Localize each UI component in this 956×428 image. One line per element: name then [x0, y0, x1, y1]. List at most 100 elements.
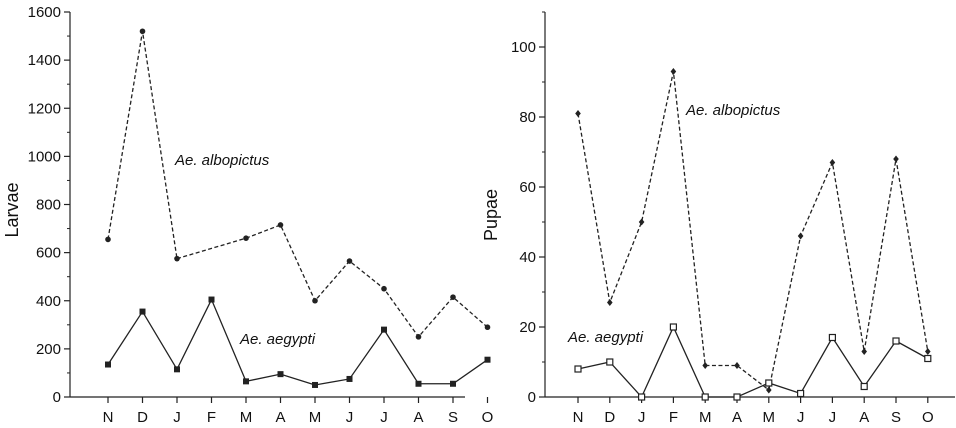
y-tick-label: 20: [519, 319, 536, 336]
albopictus-point: [829, 159, 836, 166]
albopictus-series-line: [176, 237, 247, 260]
aegypti-series-label: Ae. aegypti: [239, 331, 316, 348]
aegypti-point: [574, 365, 582, 373]
albopictus-point: [893, 155, 899, 163]
y-tick-label: 400: [36, 293, 61, 310]
aegypti-point: [105, 361, 111, 368]
albopictus-point: [415, 334, 422, 340]
y-tick-label: 80: [519, 109, 536, 126]
y-tick-label: 40: [519, 249, 536, 266]
aegypti-series-label: Ae. aegypti: [567, 329, 644, 346]
aegypti-point: [208, 296, 215, 303]
aegypti-point: [669, 323, 678, 331]
albopictus-point: [797, 232, 804, 240]
x-tick-label: J: [797, 409, 805, 426]
albopictus-point: [312, 297, 318, 304]
albopictus-point: [139, 28, 146, 35]
albopictus-point: [925, 348, 931, 355]
x-tick-label: J: [173, 409, 181, 426]
albopictus-point: [484, 324, 491, 331]
aegypti-point: [606, 358, 614, 366]
y-tick-label: 0: [528, 389, 536, 406]
x-tick-label: S: [448, 409, 458, 426]
albopictus-point: [861, 348, 867, 355]
x-tick-label: A: [275, 409, 285, 426]
aegypti-point: [765, 379, 773, 387]
x-tick-label: A: [732, 409, 742, 426]
y-tick-label: 1600: [28, 4, 61, 21]
albopictus-series-label: Ae. albopictus: [174, 152, 270, 169]
aegypti-point: [450, 380, 456, 387]
aegypti-series-line: [577, 325, 929, 399]
y-tick-label: 800: [36, 197, 61, 214]
y-tick-label: 200: [36, 341, 61, 358]
albopictus-series-line: [577, 71, 929, 392]
y-axis-title: Larvae: [2, 182, 22, 237]
x-tick-label: J: [380, 409, 388, 426]
aegypti-point: [701, 393, 709, 401]
albopictus-series-line: [107, 31, 178, 259]
albopictus-point: [277, 222, 284, 228]
x-tick-label: F: [669, 409, 678, 426]
x-tick-label: M: [763, 409, 776, 426]
aegypti-point: [415, 380, 422, 387]
albopictus-point: [105, 236, 111, 243]
albopictus-point: [702, 362, 708, 369]
aegypti-point: [381, 326, 387, 333]
aegypti-point: [243, 378, 249, 385]
y-tick-label: 1400: [28, 52, 61, 69]
albopictus-point: [450, 294, 456, 300]
x-tick-label: J: [638, 409, 646, 426]
albopictus-point: [381, 285, 387, 292]
albopictus-point: [766, 386, 772, 394]
aegypti-point: [892, 337, 900, 345]
albopictus-point: [243, 235, 249, 241]
x-tick-label: J: [346, 409, 354, 426]
albopictus-point: [346, 258, 353, 264]
y-tick-label: 600: [36, 245, 61, 262]
aegypti-point: [637, 393, 646, 401]
albopictus-point: [670, 68, 677, 75]
albopictus-point: [174, 255, 180, 262]
aegypti-point: [346, 375, 353, 382]
x-tick-label: A: [413, 409, 423, 426]
aegypti-point: [174, 366, 180, 373]
x-tick-label: D: [604, 409, 615, 426]
aegypti-point: [860, 382, 868, 391]
y-tick-label: 1200: [28, 100, 61, 117]
albopictus-series-label: Ae. albopictus: [685, 102, 781, 119]
albopictus-point: [638, 218, 645, 226]
x-tick-label: N: [573, 409, 584, 426]
aegypti-point: [796, 389, 805, 398]
albopictus-point: [734, 362, 740, 369]
x-tick-label: O: [922, 409, 934, 426]
x-tick-label: M: [699, 409, 712, 426]
albopictus-series-line: [245, 224, 488, 338]
x-tick-label: M: [240, 409, 253, 426]
x-tick-label: D: [137, 409, 148, 426]
aegypti-point: [828, 333, 837, 342]
y-axis-title: Pupae: [481, 189, 501, 241]
pupae-chart: 0 20 40 60 80 100 N D J F M A M J J A S O Pupae Ae. albopic…: [481, 11, 955, 426]
albopictus-point: [575, 110, 581, 117]
x-tick-label: F: [207, 409, 216, 426]
x-tick-label: A: [859, 409, 869, 426]
x-tick-label: O: [482, 409, 494, 426]
aegypti-point: [312, 381, 318, 388]
y-tick-label: 1000: [28, 148, 61, 165]
x-tick-label: M: [309, 409, 322, 426]
albopictus-point: [607, 299, 613, 306]
aegypti-point: [484, 356, 491, 363]
x-tick-label: J: [829, 409, 837, 426]
aegypti-series-line: [107, 297, 488, 386]
x-tick-label: S: [891, 409, 901, 426]
larvae-chart: 0 200 400 600 800 1000 1200 1400 1600 N D J F M A M J J A S…: [2, 4, 493, 426]
y-tick-label: 100: [511, 39, 536, 56]
x-tick-label: N: [103, 409, 114, 426]
y-tick-label: 0: [53, 389, 61, 406]
aegypti-point: [277, 371, 284, 378]
y-tick-label: 60: [519, 179, 536, 196]
aegypti-point: [139, 308, 146, 315]
aegypti-point: [924, 354, 932, 363]
